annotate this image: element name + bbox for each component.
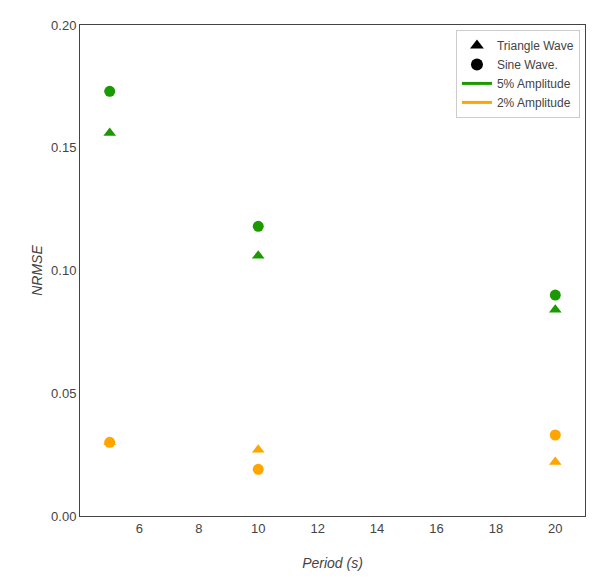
svg-text:10: 10 bbox=[251, 521, 265, 536]
svg-text:12: 12 bbox=[310, 521, 324, 536]
svg-text:18: 18 bbox=[489, 521, 503, 536]
svg-text:Sine Wave.: Sine Wave. bbox=[497, 58, 558, 72]
svg-text:0.15: 0.15 bbox=[51, 140, 76, 155]
svg-text:14: 14 bbox=[370, 521, 384, 536]
svg-text:0.00: 0.00 bbox=[51, 509, 76, 524]
svg-text:NRMSE: NRMSE bbox=[29, 245, 45, 296]
svg-text:6: 6 bbox=[136, 521, 143, 536]
svg-text:8: 8 bbox=[195, 521, 202, 536]
svg-text:Period (s): Period (s) bbox=[302, 555, 363, 571]
svg-text:5% Amplitude: 5% Amplitude bbox=[497, 77, 571, 91]
svg-text:20: 20 bbox=[548, 521, 562, 536]
svg-text:2% Amplitude: 2% Amplitude bbox=[497, 96, 571, 110]
svg-text:0.05: 0.05 bbox=[51, 386, 76, 401]
svg-text:0.10: 0.10 bbox=[51, 263, 76, 278]
svg-text:16: 16 bbox=[429, 521, 443, 536]
svg-text:0.20: 0.20 bbox=[51, 18, 76, 33]
svg-text:Triangle Wave: Triangle Wave bbox=[497, 39, 574, 53]
